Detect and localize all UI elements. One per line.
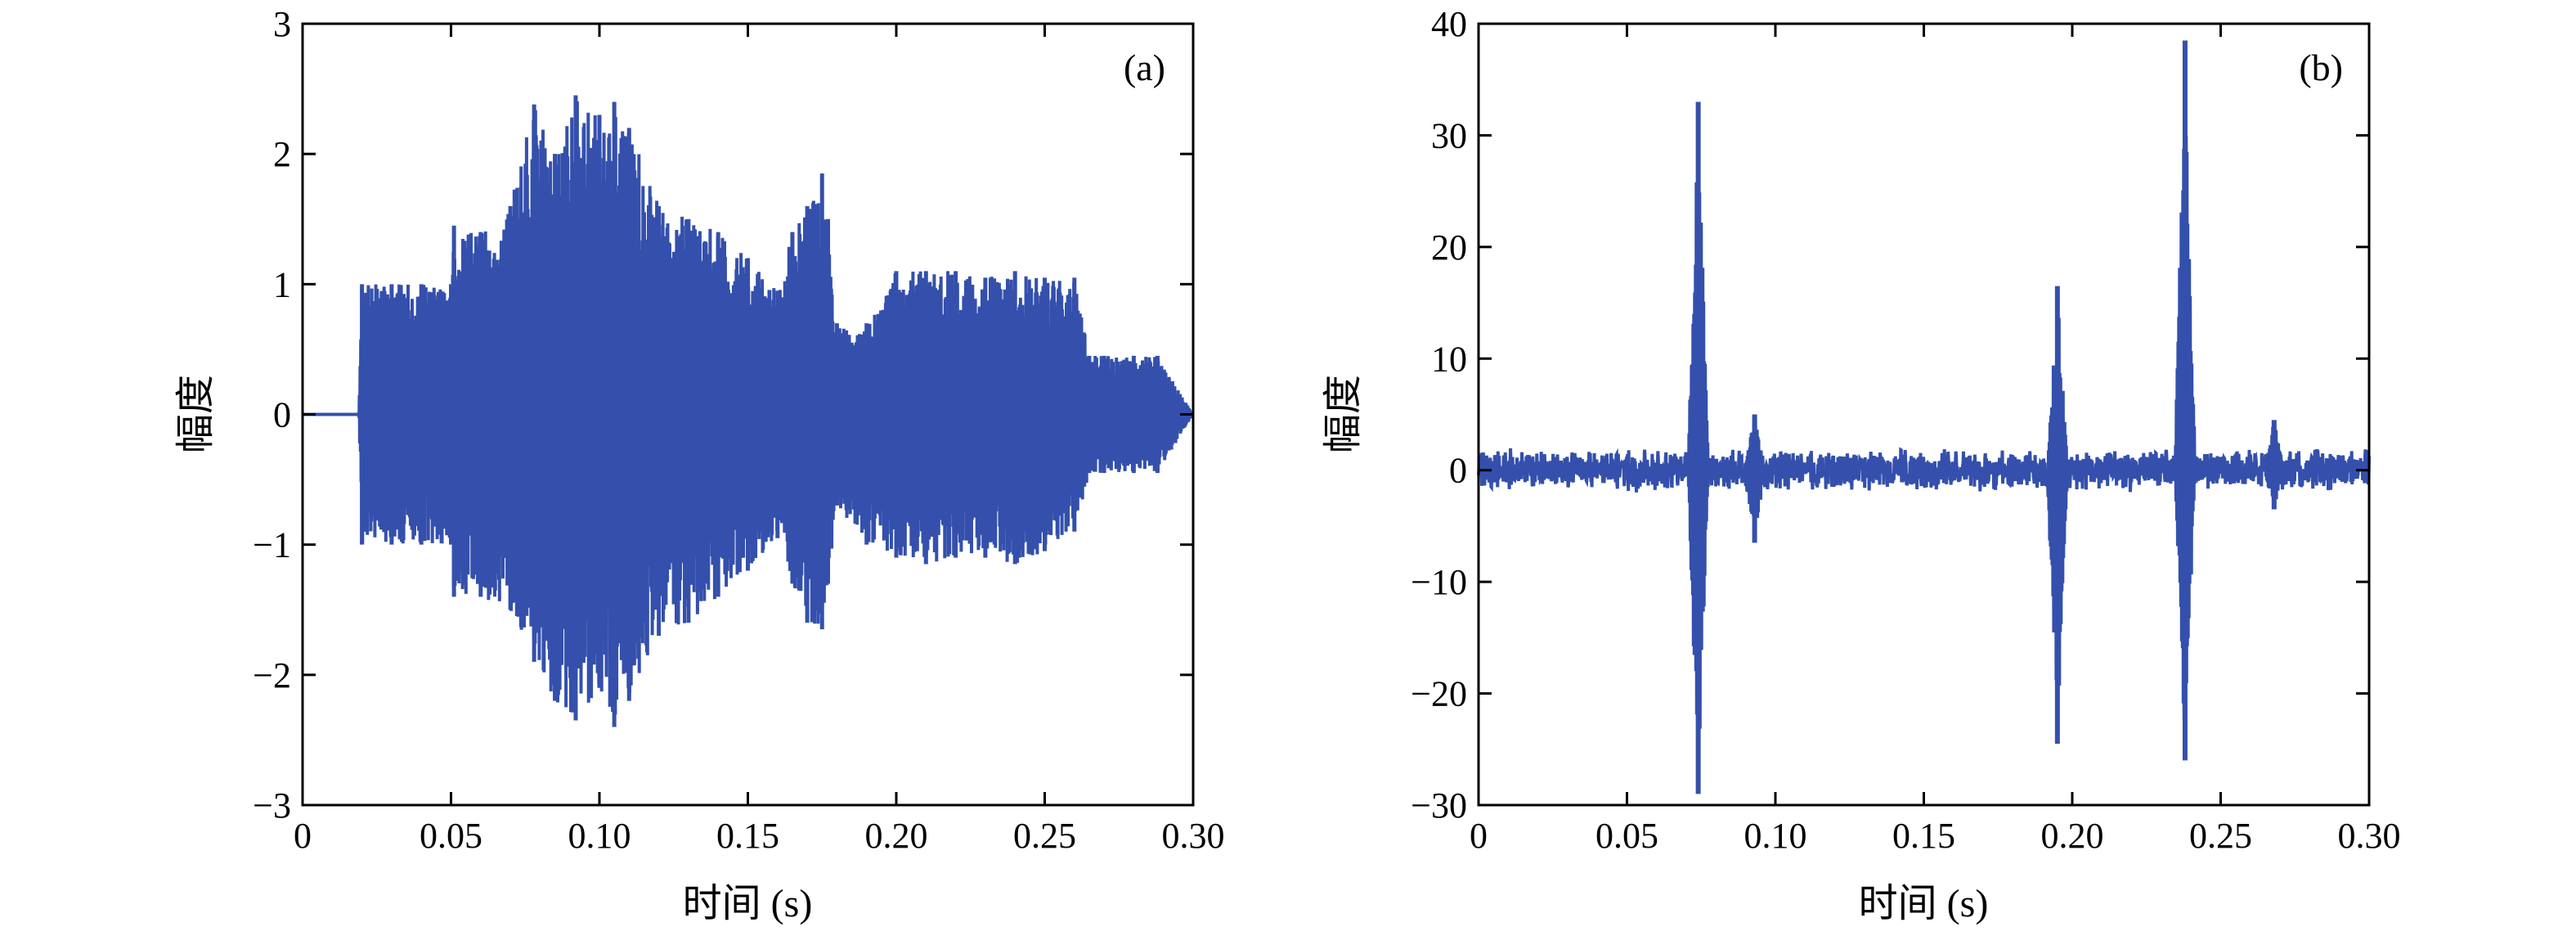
panel-label-b: (b) xyxy=(2299,47,2343,88)
x-axis-title-b: 时间 (s) xyxy=(1859,882,1989,925)
y-tick-label: −10 xyxy=(1411,562,1467,602)
x-tick-label: 0.30 xyxy=(1162,816,1225,856)
y-tick-label: 40 xyxy=(1431,4,1467,44)
y-axis-title-a: 幅度 xyxy=(174,375,218,453)
ticks-a: 0 0.05 0.10 0.15 0.20 0.25 0.30 −3 −2 −1 0 1 2 3 xyxy=(253,4,1224,856)
x-tick-label: 0.10 xyxy=(1744,816,1807,856)
y-tick-label: 20 xyxy=(1431,227,1467,268)
ticks-b: 0 0.05 0.10 0.15 0.20 0.25 0.30 −30 −20 −10 0 10 20 3… xyxy=(1411,4,2400,856)
x-tick-label: 0.20 xyxy=(865,816,928,856)
y-tick-label: 0 xyxy=(1449,451,1467,491)
plot-area-b xyxy=(1477,40,2371,794)
x-tick-label: 0.20 xyxy=(2041,816,2104,856)
y-tick-label: 1 xyxy=(273,264,291,304)
panel-label-a: (a) xyxy=(1124,47,1165,88)
y-tick-label: −20 xyxy=(1411,674,1467,714)
x-tick-label: 0.10 xyxy=(568,816,631,856)
y-tick-label: 2 xyxy=(273,134,291,174)
x-tick-label: 0.05 xyxy=(420,816,482,856)
x-tick-label: 0.25 xyxy=(1013,816,1076,856)
x-tick-label: 0.15 xyxy=(716,816,779,856)
x-axis-title-a: 时间 (s) xyxy=(683,882,813,925)
y-tick-label: −1 xyxy=(253,525,291,565)
y-tick-label: 3 xyxy=(273,4,291,44)
x-tick-label: 0 xyxy=(1470,816,1488,856)
series-line-b xyxy=(1477,115,2371,729)
y-tick-label: 30 xyxy=(1431,115,1467,155)
y-tick-label: −3 xyxy=(253,785,291,826)
x-tick-label: 0.15 xyxy=(1892,816,1955,856)
y-tick-label: 10 xyxy=(1431,339,1467,379)
x-tick-label: 0.30 xyxy=(2338,816,2401,856)
chart-panel-b: 0 0.05 0.10 0.15 0.20 0.25 0.30 −30 −20 −10 0 10 20 3… xyxy=(1322,4,2401,925)
y-tick-label: −30 xyxy=(1411,785,1467,826)
plot-area-a xyxy=(303,95,1195,727)
x-tick-label: 0.25 xyxy=(2189,816,2252,856)
y-axis-title-b: 幅度 xyxy=(1322,375,1365,453)
x-tick-label: 0.05 xyxy=(1595,816,1658,856)
y-tick-label: −2 xyxy=(253,655,291,695)
x-tick-label: 0 xyxy=(294,816,312,856)
y-tick-label: 0 xyxy=(273,395,291,435)
axes-frame-b xyxy=(1477,22,2371,807)
